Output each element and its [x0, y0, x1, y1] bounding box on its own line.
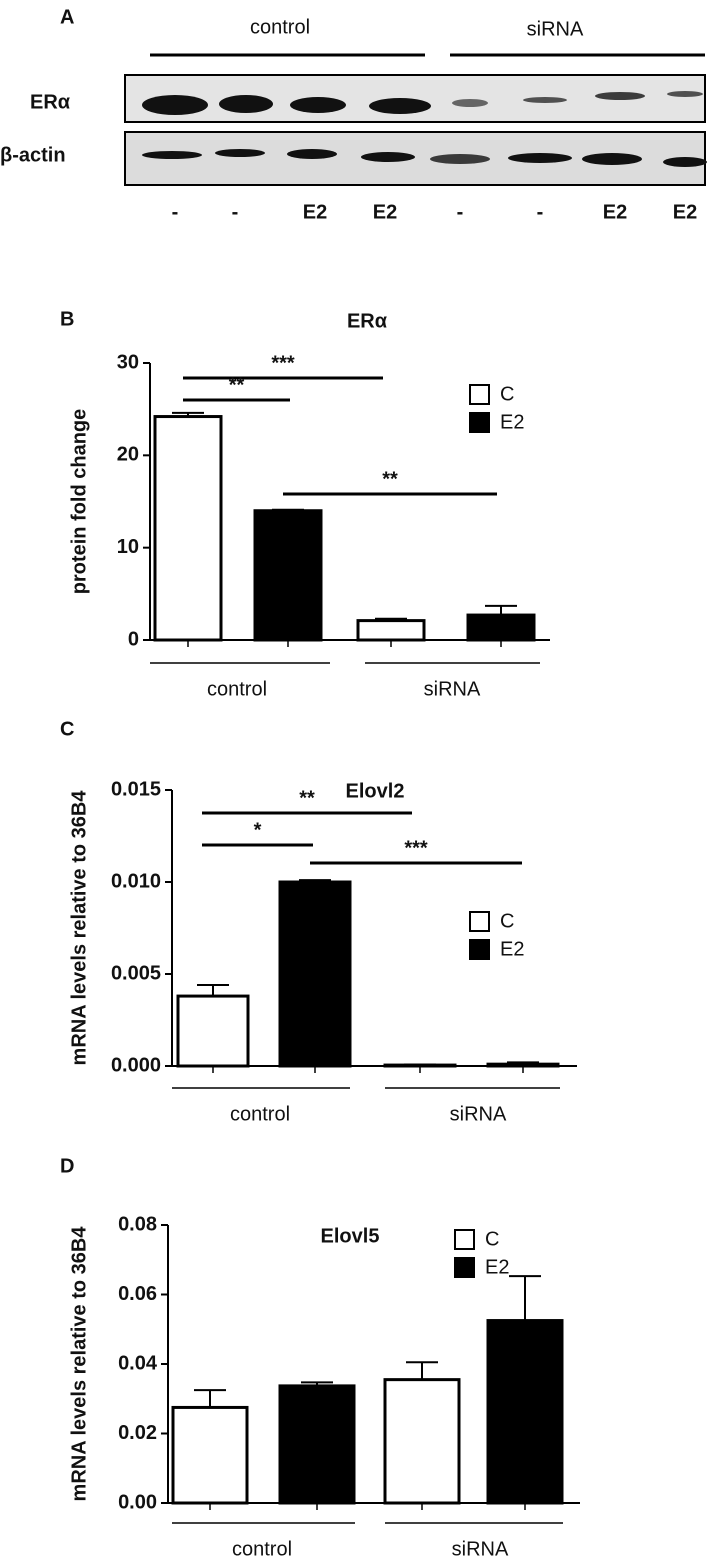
legend-label: E2 [500, 411, 524, 433]
lane-label: - [537, 201, 544, 223]
significance-label: * [254, 819, 262, 841]
row-label: β-actin [0, 144, 66, 166]
y-tick-label: 0 [128, 628, 139, 650]
bar [253, 509, 323, 642]
bar [383, 1063, 457, 1068]
lane-label: - [172, 201, 179, 223]
legend-swatch [454, 1229, 475, 1250]
chart-title: Elovl2 [346, 780, 405, 802]
bar [153, 415, 223, 642]
bar [278, 880, 352, 1068]
group-label: control [250, 16, 310, 38]
significance-label: ** [299, 787, 315, 809]
panel-label: C [60, 718, 74, 740]
panel-label: A [60, 6, 74, 28]
legend-swatch [469, 911, 490, 932]
lane-label: E2 [373, 201, 397, 223]
lane-label: E2 [603, 201, 627, 223]
x-tick-label: siRNA [424, 678, 481, 700]
x-tick-label: control [230, 1103, 290, 1125]
y-tick-label: 0.02 [118, 1422, 157, 1444]
lane-label: - [232, 201, 239, 223]
y-axis-label: mRNA levels relative to 36B4 [68, 790, 90, 1066]
legend-swatch [469, 384, 490, 405]
bar [176, 994, 250, 1068]
lane-label: - [457, 201, 464, 223]
bar [466, 613, 536, 642]
y-tick-label: 0.005 [111, 962, 161, 984]
bar [383, 1378, 461, 1505]
row-label: ERα [30, 91, 71, 113]
y-axis-label: mRNA levels relative to 36B4 [68, 1226, 90, 1502]
legend-label: C [485, 1228, 499, 1250]
bar [356, 619, 426, 642]
legend-swatch [454, 1257, 475, 1278]
y-tick-label: 0.06 [118, 1283, 157, 1305]
legend-label: C [500, 910, 514, 932]
y-tick-label: 0.000 [111, 1054, 161, 1076]
x-tick-label: siRNA [450, 1103, 507, 1125]
bar [171, 1405, 249, 1505]
y-tick-label: 0.00 [118, 1491, 157, 1513]
legend-swatch [469, 412, 490, 433]
significance-label: ** [229, 374, 245, 396]
lane-label: E2 [303, 201, 327, 223]
bar [486, 1062, 560, 1068]
y-tick-label: 10 [117, 536, 139, 558]
group-label: siRNA [527, 18, 584, 40]
x-tick-label: siRNA [452, 1538, 509, 1560]
y-tick-label: 0.08 [118, 1213, 157, 1235]
chart-title: ERα [347, 310, 388, 332]
panel-label: B [60, 308, 74, 330]
y-tick-label: 0.015 [111, 778, 161, 800]
y-axis-label: protein fold change [68, 409, 90, 595]
bar [278, 1384, 356, 1505]
y-tick-label: 20 [117, 444, 139, 466]
lane-label: E2 [673, 201, 697, 223]
chart-title: Elovl5 [321, 1225, 380, 1247]
legend-swatch [469, 939, 490, 960]
significance-label: *** [404, 837, 428, 859]
legend-label: C [500, 383, 514, 405]
bands [142, 91, 707, 167]
bar [486, 1319, 564, 1505]
legend-label: E2 [485, 1256, 509, 1278]
x-tick-label: control [207, 678, 267, 700]
y-tick-label: 0.010 [111, 870, 161, 892]
y-tick-label: 30 [117, 351, 139, 373]
panel-label: D [60, 1155, 74, 1177]
significance-label: *** [271, 352, 295, 374]
significance-label: ** [382, 468, 398, 490]
y-tick-label: 0.04 [118, 1352, 158, 1374]
legend-label: E2 [500, 938, 524, 960]
x-tick-label: control [232, 1538, 292, 1560]
